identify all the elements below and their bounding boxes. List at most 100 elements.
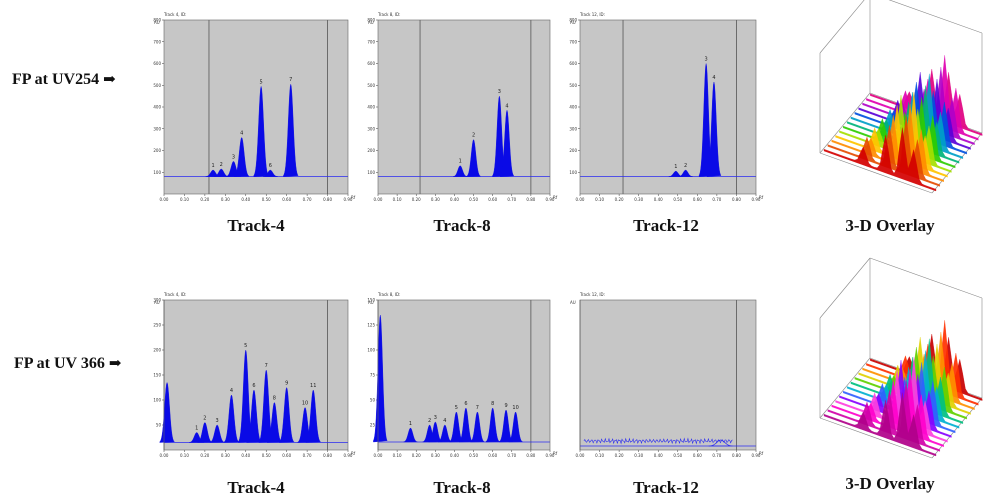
x-tick-label: 0.80 xyxy=(732,197,741,202)
x-tick-label: 0.90 xyxy=(344,197,353,202)
x-tick-label: 0.60 xyxy=(282,453,291,458)
y-unit-label: AU xyxy=(368,20,374,25)
peak-area xyxy=(706,81,722,177)
overlay-frame-edge xyxy=(869,257,983,299)
y-tick-label: 150 xyxy=(153,373,161,378)
peak-area xyxy=(213,168,229,177)
track-header: Track 12, ID: xyxy=(579,12,605,17)
peak-area xyxy=(470,411,485,443)
y-tick-label: 700 xyxy=(569,39,577,44)
caption-3d-overlay-uv254: 3-D Overlay xyxy=(845,216,935,235)
y-tick-label: 200 xyxy=(367,148,375,153)
peak-number-label: 9 xyxy=(504,403,507,409)
peak-area xyxy=(305,389,322,443)
y-tick-label: 100 xyxy=(153,170,161,175)
peak-area xyxy=(283,84,299,177)
peak-number-label: 11 xyxy=(310,383,316,389)
caption-track4-uv254: Track-4 xyxy=(227,216,285,235)
x-tick-label: 0.50 xyxy=(469,197,478,202)
peak-area xyxy=(499,109,515,177)
y-tick-label: 800 xyxy=(153,18,161,23)
peak-number-label: 3 xyxy=(705,57,708,63)
peak-number-label: 2 xyxy=(684,163,687,169)
y-tick-label: 200 xyxy=(153,348,161,353)
x-unit-label: Rf xyxy=(553,451,558,456)
x-unit-label: Rf xyxy=(759,451,764,456)
caption-track4-uv366: Track-4 xyxy=(227,478,285,497)
x-tick-label: 0.10 xyxy=(595,197,604,202)
plot-frame xyxy=(163,19,349,195)
peak-number-label: 10 xyxy=(302,401,308,407)
y-tick-label: 400 xyxy=(153,105,161,110)
x-tick-label: 0.90 xyxy=(752,453,761,458)
x-tick-label: 0.00 xyxy=(374,453,383,458)
peak-number-label: 3 xyxy=(434,415,437,421)
row-label-uv254: FP at UV254 ➡ xyxy=(12,70,116,89)
x-tick-label: 0.80 xyxy=(323,453,332,458)
overlay-3d-chart xyxy=(819,0,983,194)
x-tick-label: 0.00 xyxy=(576,197,585,202)
x-tick-label: 0.30 xyxy=(431,197,440,202)
chart-3d-overlay-uv366 xyxy=(790,257,986,468)
chart-track4-uv366: Track 4, ID: AU Rf 50 100 150 200 250 300 0.00 0.1… xyxy=(148,288,360,464)
x-tick-label: 0.20 xyxy=(615,453,624,458)
peak-area xyxy=(466,139,482,177)
x-tick-label: 0.40 xyxy=(241,453,250,458)
y-tick-label: 300 xyxy=(153,126,161,131)
y-tick-label: 125 xyxy=(367,323,375,328)
peak-area xyxy=(403,427,418,443)
plot-frame xyxy=(579,19,757,195)
x-tick-label: 0.50 xyxy=(673,197,682,202)
caption-3d-overlay-uv366: 3-D Overlay xyxy=(845,474,935,493)
y-tick-label: 50 xyxy=(370,398,376,403)
noise-trace xyxy=(583,437,733,445)
x-tick-label: 0.70 xyxy=(507,197,516,202)
peak-area xyxy=(437,424,452,443)
x-tick-label: 0.20 xyxy=(412,453,421,458)
peak-number-label: 6 xyxy=(252,383,255,389)
overlay-frame-edge xyxy=(819,92,871,154)
x-tick-label: 0.00 xyxy=(160,197,169,202)
x-tick-label: 0.10 xyxy=(393,453,402,458)
arrow-right-icon: ➡ xyxy=(103,72,116,88)
peak-area xyxy=(708,439,733,447)
x-tick-label: 0.00 xyxy=(374,197,383,202)
plot-area xyxy=(580,300,756,450)
x-tick-label: 0.30 xyxy=(634,197,643,202)
caption-track8-uv254: Track-8 xyxy=(433,216,491,235)
peak-area xyxy=(373,314,388,443)
x-tick-label: 0.40 xyxy=(654,453,663,458)
overlay-frame-edge xyxy=(888,0,983,34)
peak-number-label: 8 xyxy=(273,396,276,402)
y-unit-label: AU xyxy=(570,20,576,25)
overlay-frame-edge xyxy=(819,0,865,54)
x-tick-label: 0.60 xyxy=(693,197,702,202)
peak-number-label: 7 xyxy=(476,405,479,411)
track-header: Track 4, ID: xyxy=(163,12,186,17)
chart-3d-overlay-uv254 xyxy=(790,0,986,203)
peak-number-label: 4 xyxy=(712,75,715,81)
y-unit-label: AU xyxy=(154,300,160,305)
x-tick-label: 0.00 xyxy=(160,453,169,458)
x-tick-label: 0.80 xyxy=(526,453,535,458)
peak-area xyxy=(678,169,693,177)
x-tick-label: 0.00 xyxy=(576,453,585,458)
peak-number-label: 2 xyxy=(472,133,475,139)
peak-number-label: 7 xyxy=(289,77,292,83)
y-tick-label: 400 xyxy=(367,105,375,110)
peak-number-label: 2 xyxy=(203,416,206,422)
chart-track8-uv254: Track 8, ID: AU Rf 100 200 300 400 500 600 700 800… xyxy=(362,8,562,208)
x-tick-label: 0.20 xyxy=(200,453,209,458)
peak-number-label: 5 xyxy=(260,79,263,85)
peak-area xyxy=(197,422,213,443)
peak-area xyxy=(159,381,175,443)
peak-area xyxy=(253,86,269,177)
overlay-frame-edge xyxy=(819,257,871,319)
y-tick-label: 300 xyxy=(367,126,375,131)
peak-number-label: 4 xyxy=(443,418,446,424)
overlay-frame-edge xyxy=(819,152,933,194)
x-tick-label: 0.10 xyxy=(180,453,189,458)
peak-area xyxy=(246,389,262,443)
peak-number-label: 4 xyxy=(230,388,233,394)
x-tick-label: 0.90 xyxy=(546,453,555,458)
